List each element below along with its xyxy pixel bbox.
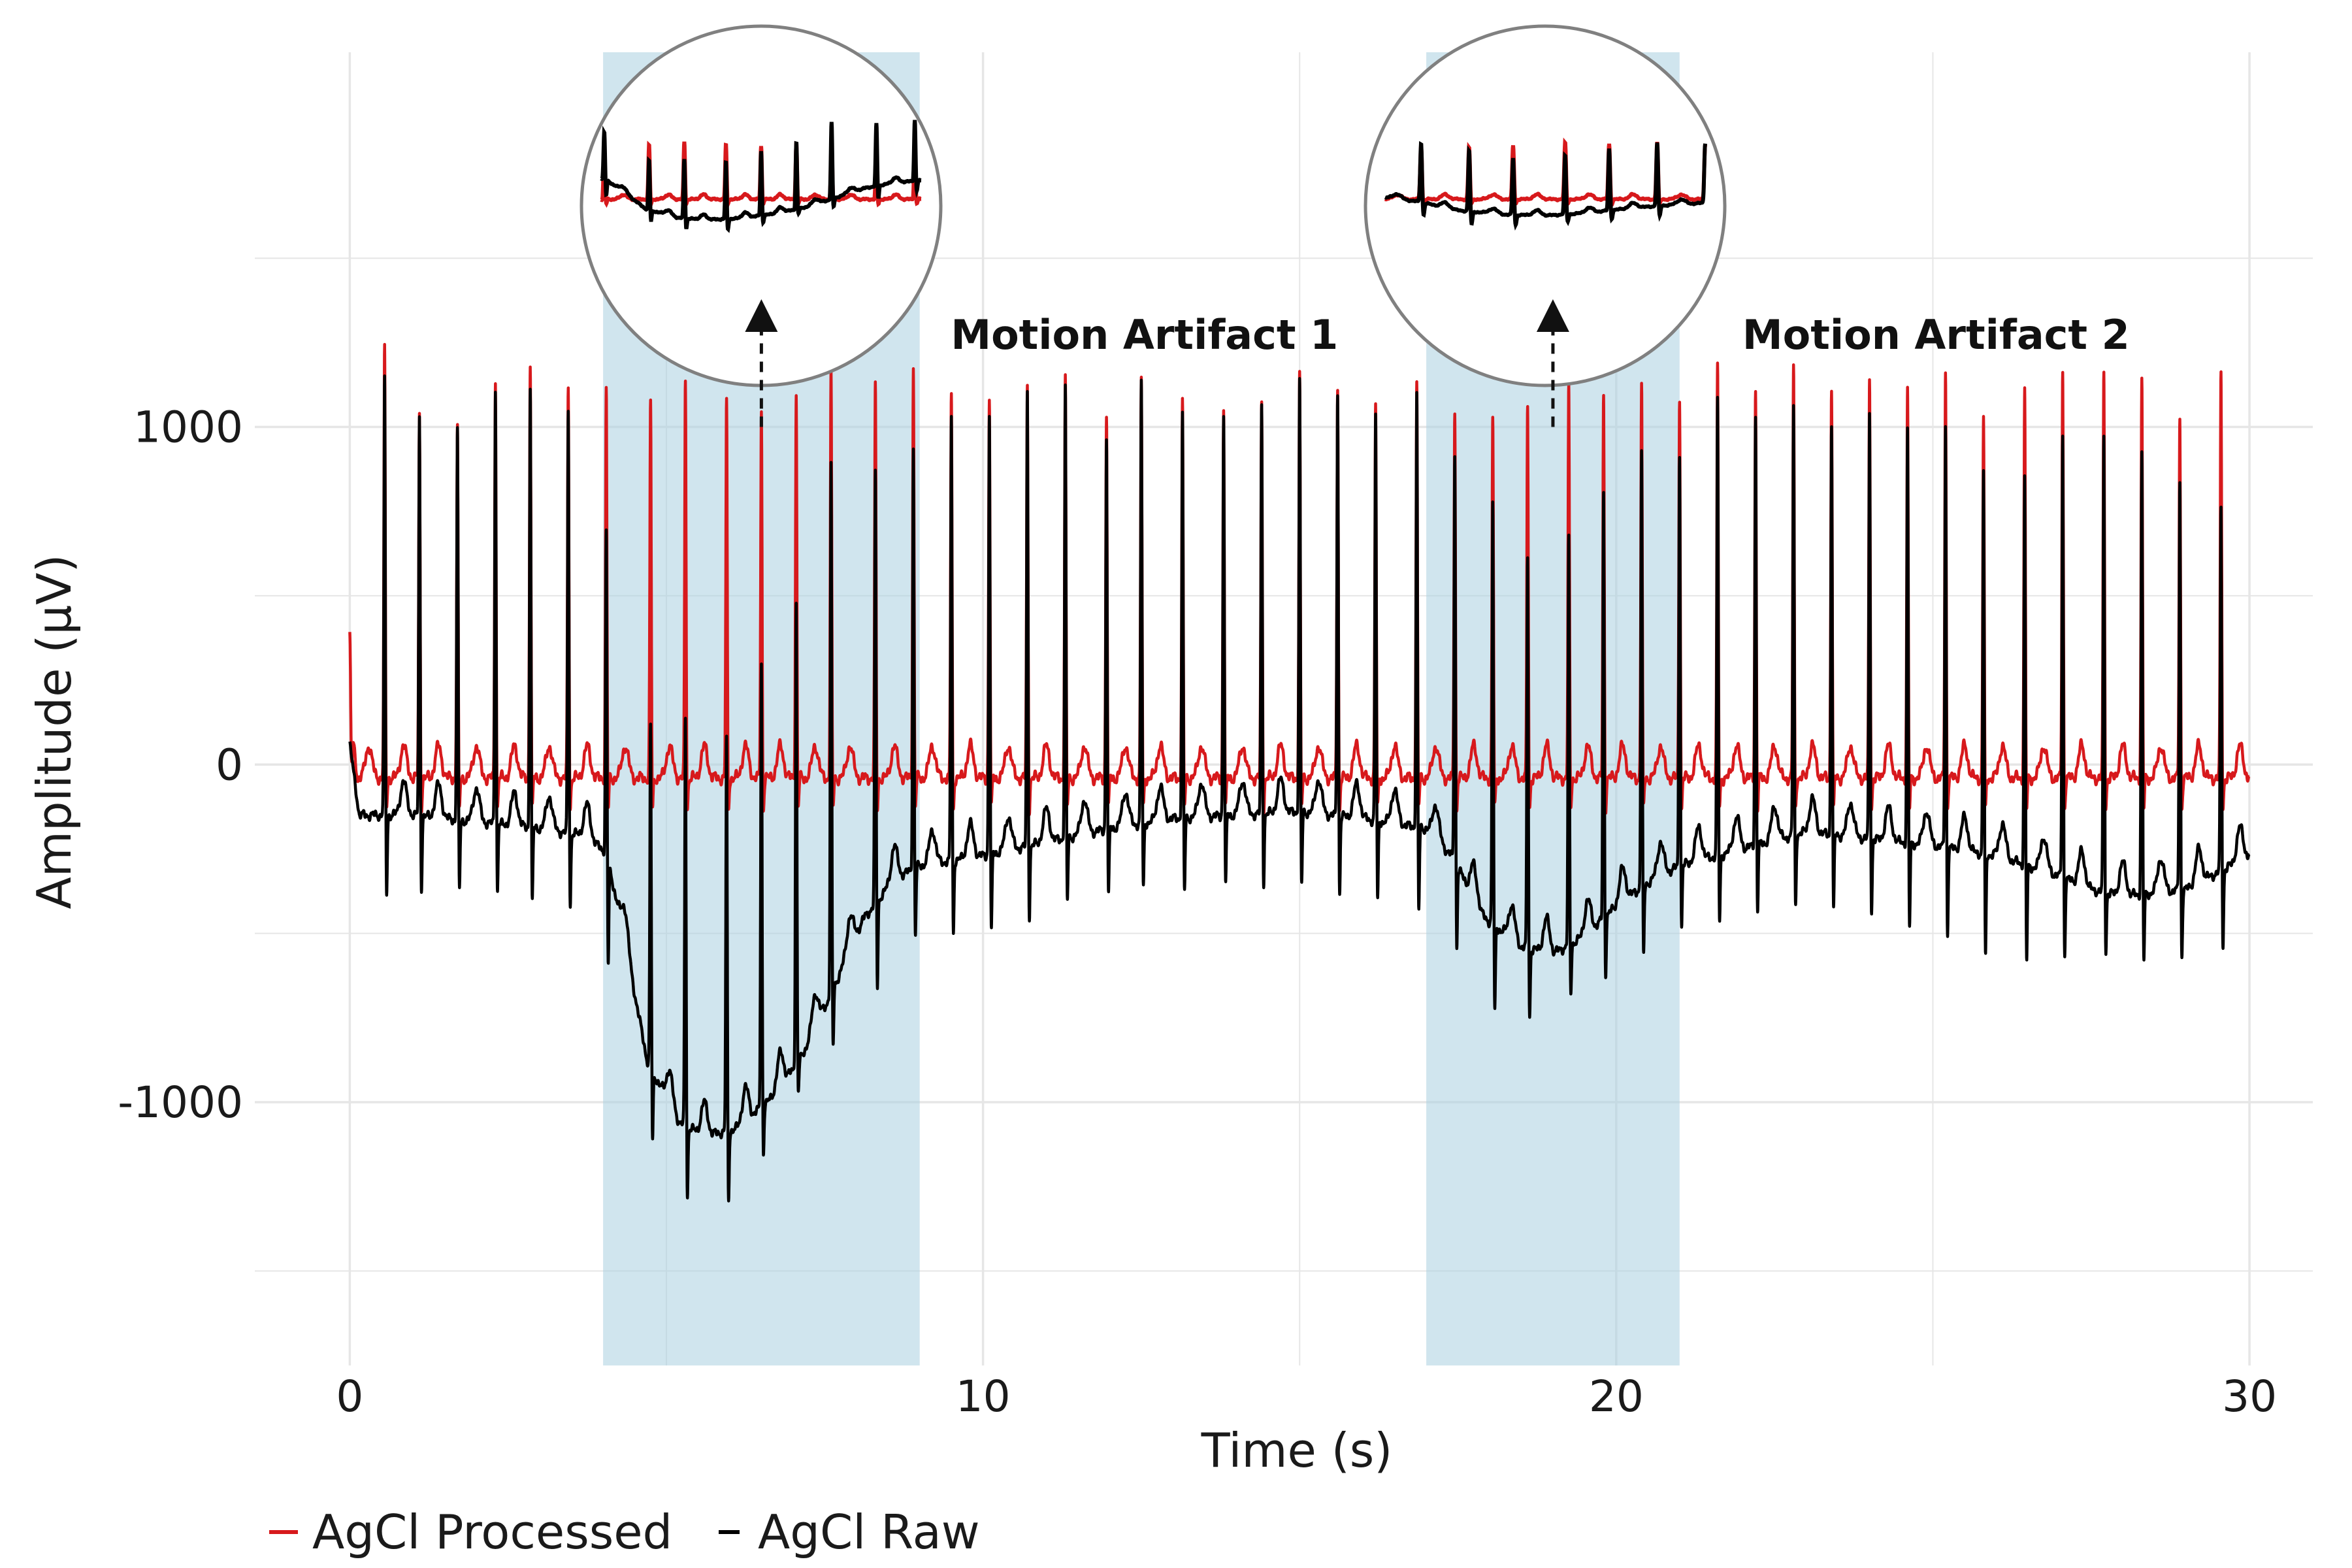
x-tick-label: 30	[2222, 1371, 2277, 1422]
lens-line-raw	[600, 120, 922, 233]
series-line-processed	[348, 342, 2251, 817]
x-tick-label: 10	[956, 1371, 1011, 1422]
lens-line-raw	[1384, 140, 1707, 231]
x-axis-title: Time (s)	[1201, 1423, 1393, 1478]
y-axis-title: Amplitude (µV)	[27, 554, 82, 909]
legend-label-raw: AgCl Raw	[758, 1505, 980, 1560]
x-tick-label: 0	[336, 1371, 363, 1422]
legend-label-processed: AgCl Processed	[312, 1505, 672, 1560]
annotation-label: Motion Artifact 2	[1742, 311, 2130, 359]
tick-labels: 0 10 20 30 -1000 0 1000	[118, 402, 2277, 1422]
zoom-lens	[580, 24, 943, 387]
y-tick-label: 1000	[133, 402, 243, 453]
lens-line-processed	[600, 138, 922, 209]
x-tick-label: 20	[1589, 1371, 1644, 1422]
lens-border	[1364, 24, 1727, 387]
lens-background	[1365, 26, 1725, 385]
y-tick-label: 0	[216, 740, 243, 790]
zoom-lenses	[580, 24, 1727, 387]
y-tick-label: -1000	[118, 1077, 243, 1128]
annotation-label: Motion Artifact 1	[951, 311, 1338, 359]
lens-line-processed	[1384, 137, 1707, 208]
annotations: Motion Artifact 1 Motion Artifact 2	[745, 299, 2130, 427]
legend: AgCl Processed AgCl Raw	[269, 1505, 980, 1560]
series-line-raw	[348, 374, 2251, 1203]
zoom-lens	[1364, 24, 1727, 387]
series-lines	[348, 342, 2251, 1203]
grid-lines	[255, 52, 2313, 1365]
